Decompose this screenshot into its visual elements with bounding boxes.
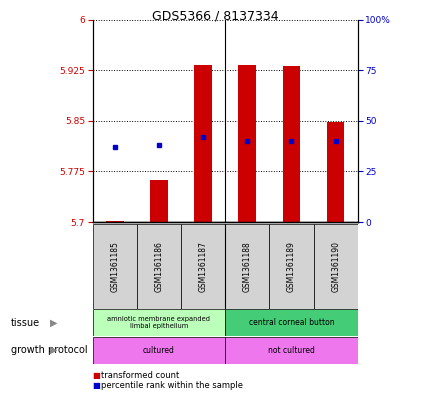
Text: ▶: ▶ bbox=[49, 318, 57, 328]
Bar bbox=[282, 66, 300, 222]
Bar bbox=[326, 122, 344, 222]
Text: GDS5366 / 8137334: GDS5366 / 8137334 bbox=[152, 10, 278, 23]
Text: ▶: ▶ bbox=[49, 345, 57, 355]
Text: ■: ■ bbox=[92, 381, 100, 389]
Bar bbox=[238, 65, 255, 222]
Text: growth protocol: growth protocol bbox=[11, 345, 87, 355]
Bar bbox=[106, 221, 123, 222]
Text: cultured: cultured bbox=[143, 346, 175, 354]
Text: ■: ■ bbox=[92, 371, 100, 380]
Text: GSM1361190: GSM1361190 bbox=[330, 241, 339, 292]
Text: GSM1361188: GSM1361188 bbox=[242, 241, 251, 292]
Text: GSM1361187: GSM1361187 bbox=[198, 241, 207, 292]
Text: not cultured: not cultured bbox=[267, 346, 314, 354]
FancyBboxPatch shape bbox=[224, 224, 269, 309]
Text: percentile rank within the sample: percentile rank within the sample bbox=[101, 381, 243, 389]
Text: GSM1361186: GSM1361186 bbox=[154, 241, 163, 292]
Text: GSM1361189: GSM1361189 bbox=[286, 241, 295, 292]
Text: GSM1361185: GSM1361185 bbox=[110, 241, 119, 292]
FancyBboxPatch shape bbox=[269, 224, 313, 309]
FancyBboxPatch shape bbox=[137, 224, 181, 309]
Text: tissue: tissue bbox=[11, 318, 40, 328]
FancyBboxPatch shape bbox=[92, 337, 224, 364]
Bar bbox=[150, 180, 167, 222]
FancyBboxPatch shape bbox=[313, 224, 357, 309]
Text: transformed count: transformed count bbox=[101, 371, 179, 380]
Bar bbox=[194, 65, 212, 222]
FancyBboxPatch shape bbox=[224, 309, 357, 336]
FancyBboxPatch shape bbox=[92, 309, 224, 336]
Text: amniotic membrane expanded
limbal epithelium: amniotic membrane expanded limbal epithe… bbox=[107, 316, 210, 329]
Text: central corneal button: central corneal button bbox=[248, 318, 334, 327]
FancyBboxPatch shape bbox=[224, 337, 357, 364]
FancyBboxPatch shape bbox=[181, 224, 224, 309]
FancyBboxPatch shape bbox=[92, 224, 137, 309]
